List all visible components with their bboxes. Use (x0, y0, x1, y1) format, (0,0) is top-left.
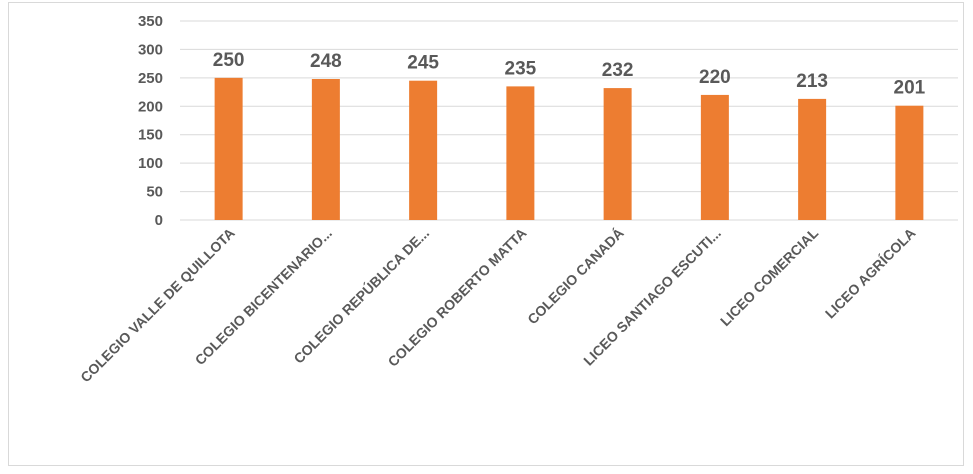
data-label: 235 (505, 58, 537, 79)
data-label: 213 (796, 71, 828, 92)
bar-8 (895, 105, 924, 220)
chart-frame (8, 2, 964, 466)
y-tick-label: 0 (155, 212, 163, 229)
data-label: 201 (894, 78, 926, 99)
y-tick-label: 200 (138, 98, 163, 115)
bar-7 (798, 98, 827, 220)
data-label: 245 (407, 53, 439, 74)
y-tick-label: 300 (138, 41, 163, 58)
x-category-label: COLEGIO CANADÁ (524, 225, 627, 328)
data-label: 232 (602, 60, 634, 81)
bar-2 (311, 78, 340, 220)
data-label: 220 (699, 67, 731, 88)
bar-4 (506, 86, 535, 220)
data-label: 248 (310, 51, 342, 72)
x-category-label: LICEO COMERCIAL (717, 224, 822, 329)
bar-1 (214, 77, 243, 220)
x-category-label: COLEGIO VALLE DE QUILLOTA (77, 225, 238, 386)
y-tick-label: 100 (138, 155, 163, 172)
y-tick-label: 250 (138, 70, 163, 87)
x-category-label: LICEO AGRÍCOLA (822, 225, 919, 322)
y-tick-label: 150 (138, 127, 163, 144)
y-tick-label: 50 (146, 184, 163, 201)
bar-5 (603, 88, 632, 220)
bar-3 (409, 80, 438, 220)
bar-6 (700, 94, 729, 220)
y-tick-label: 350 (138, 13, 163, 30)
data-label: 250 (213, 50, 245, 71)
